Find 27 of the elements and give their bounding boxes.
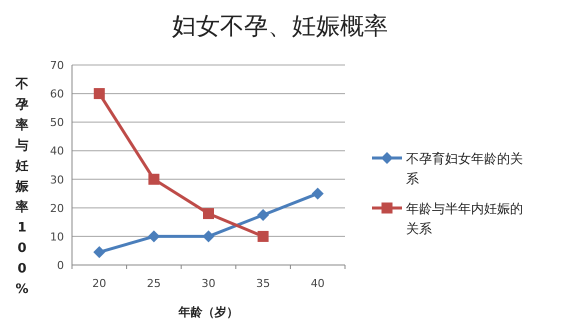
legend-label: 不孕育妇女年龄的关系 xyxy=(406,151,523,187)
y-tick-label: 60 xyxy=(50,88,64,101)
point xyxy=(203,208,214,220)
point xyxy=(148,174,160,185)
y-tick-label: 40 xyxy=(50,144,64,158)
x-axis-title: 年龄（岁） xyxy=(178,305,238,319)
chart-title: 妇女不孕、妊娠概率 xyxy=(172,12,388,40)
y-tick-label: 10 xyxy=(50,230,64,244)
x-tick-label: 25 xyxy=(146,277,161,290)
text: 不孕率与妊娠率100% xyxy=(15,77,29,297)
point xyxy=(312,188,324,200)
x-tick-label: 40 xyxy=(310,277,325,290)
point xyxy=(258,230,269,242)
x-tick-label: 35 xyxy=(256,277,270,290)
point xyxy=(94,88,105,100)
y-tick-label: 20 xyxy=(50,202,64,215)
x-tick-label: 30 xyxy=(202,277,216,290)
legend-label: 年龄与半年内妊娠的关系 xyxy=(406,202,523,237)
y-tick-label: 0 xyxy=(57,259,64,272)
y-tick-label: 70 xyxy=(50,59,64,72)
x-tick-label: 20 xyxy=(92,277,106,290)
point xyxy=(257,209,270,221)
point xyxy=(93,246,106,258)
y-tick-label: 30 xyxy=(50,173,64,186)
y-tick-label: 50 xyxy=(50,116,64,130)
point xyxy=(148,230,160,242)
point xyxy=(202,230,214,242)
